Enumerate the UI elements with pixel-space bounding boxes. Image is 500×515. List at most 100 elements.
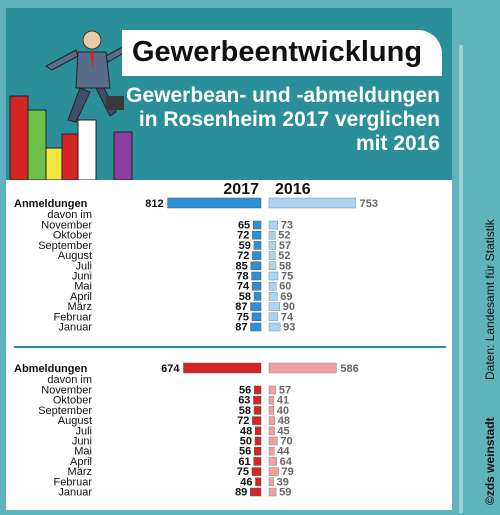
month-label: März bbox=[68, 466, 92, 478]
month-label: Mai bbox=[74, 446, 92, 458]
value-2016: 52 bbox=[278, 250, 290, 262]
value-2017: 87 bbox=[235, 322, 247, 334]
subtitle-line-3: mit 2016 bbox=[355, 132, 440, 155]
value-2016: 41 bbox=[277, 395, 289, 407]
value-2017: 72 bbox=[237, 415, 249, 427]
illustration-bar-5 bbox=[77, 119, 97, 180]
bar-2016 bbox=[268, 385, 277, 395]
bar-2016 bbox=[268, 230, 276, 240]
value-2017: 74 bbox=[237, 281, 250, 293]
bar-2017 bbox=[254, 385, 262, 395]
value-2016: 75 bbox=[281, 271, 293, 283]
bar-2017 bbox=[252, 220, 262, 230]
bar-2017 bbox=[253, 292, 262, 301]
bar-2016 bbox=[268, 312, 279, 322]
source-note: Daten: Landesamt für Statistik bbox=[483, 219, 497, 380]
value-2016: 90 bbox=[283, 301, 295, 313]
value-2017: 87 bbox=[235, 301, 247, 313]
value-2017: 48 bbox=[240, 425, 252, 437]
total-bar-2016-1 bbox=[268, 362, 337, 374]
month-label: November bbox=[41, 385, 92, 397]
total-bar-2017-0 bbox=[167, 197, 262, 209]
bar-2016 bbox=[268, 457, 277, 466]
value-2017: 65 bbox=[238, 220, 250, 232]
value-2016: 44 bbox=[277, 446, 290, 458]
credit-note: ©zds weinstadt bbox=[483, 417, 497, 505]
bar-2016 bbox=[268, 426, 275, 436]
subtitle-line-2: in Rosenheim 2017 verglichen bbox=[138, 108, 440, 131]
value-2016: 57 bbox=[279, 240, 291, 252]
bar-2016 bbox=[268, 477, 274, 487]
value-2016: 45 bbox=[277, 425, 289, 437]
businessman-illustration bbox=[9, 30, 133, 180]
group-label-1: Abmeldungen bbox=[14, 363, 88, 375]
bar-2017 bbox=[254, 436, 262, 446]
month-label: Mai bbox=[74, 281, 92, 293]
value-2017: 46 bbox=[240, 476, 252, 488]
bar-2016 bbox=[268, 302, 281, 311]
bar-2017 bbox=[253, 457, 262, 466]
value-2016: 74 bbox=[281, 311, 294, 323]
value-2017: 59 bbox=[239, 240, 251, 252]
month-label: Juli bbox=[75, 260, 92, 272]
month-label: März bbox=[68, 301, 92, 313]
value-2016: 52 bbox=[278, 230, 290, 242]
chart-subtitle: Gewerbean- und -abmeldungen in Rosenheim… bbox=[110, 84, 440, 156]
bar-2017 bbox=[252, 416, 262, 425]
bar-2017 bbox=[254, 446, 262, 456]
bar-2017 bbox=[250, 322, 262, 332]
illustration-bar-2 bbox=[27, 109, 47, 180]
bar-2017 bbox=[253, 395, 262, 405]
bar-2016 bbox=[268, 220, 279, 230]
month-label: Juli bbox=[75, 425, 92, 437]
month-label: September bbox=[38, 240, 92, 252]
bar-2017 bbox=[251, 312, 262, 322]
total-bar-2016-0 bbox=[268, 197, 356, 209]
total-value-2017-1: 674 bbox=[161, 363, 180, 375]
value-2017: 89 bbox=[235, 487, 247, 499]
value-2017: 58 bbox=[239, 405, 251, 417]
value-2016: 64 bbox=[280, 456, 293, 468]
month-label: April bbox=[70, 291, 92, 303]
bar-2016 bbox=[268, 261, 277, 271]
title-box bbox=[122, 30, 442, 76]
value-2017: 72 bbox=[237, 250, 249, 262]
bar-2016 bbox=[268, 487, 277, 497]
value-2016: 58 bbox=[279, 260, 291, 272]
businessman-figure bbox=[45, 30, 133, 123]
bar-2017 bbox=[255, 477, 262, 487]
value-2016: 73 bbox=[281, 220, 293, 232]
bar-2016 bbox=[268, 292, 278, 301]
bar-2016 bbox=[268, 406, 275, 415]
chart-title: Gewerbeentwicklung bbox=[132, 36, 423, 68]
month-label: April bbox=[70, 456, 92, 468]
bar-2016 bbox=[268, 241, 277, 250]
month-label: Oktober bbox=[53, 395, 92, 407]
value-2016: 93 bbox=[283, 322, 295, 334]
value-2017: 85 bbox=[236, 260, 248, 272]
bar-2017 bbox=[250, 261, 262, 271]
value-2016: 40 bbox=[277, 405, 289, 417]
value-2017: 58 bbox=[239, 291, 251, 303]
total-bar-2017-1 bbox=[183, 362, 262, 374]
month-label: Oktober bbox=[53, 230, 92, 242]
value-2016: 69 bbox=[280, 291, 292, 303]
month-label: Januar bbox=[58, 322, 92, 334]
value-2017: 61 bbox=[238, 456, 250, 468]
bar-2016 bbox=[268, 322, 281, 332]
bar-2016 bbox=[268, 271, 279, 281]
bar-2016 bbox=[268, 436, 278, 446]
value-2016: 79 bbox=[281, 466, 293, 478]
subtitle-line-1: Gewerbean- und -abmeldungen bbox=[126, 84, 440, 107]
bar-2016 bbox=[268, 416, 276, 425]
value-2017: 75 bbox=[237, 466, 249, 478]
value-2016: 39 bbox=[277, 476, 289, 488]
value-2017: 72 bbox=[237, 230, 249, 242]
value-2017: 78 bbox=[236, 271, 248, 283]
value-2016: 59 bbox=[279, 487, 291, 499]
value-2016: 70 bbox=[280, 436, 292, 448]
bar-2017 bbox=[250, 487, 262, 497]
total-value-2016-0: 753 bbox=[360, 198, 378, 210]
value-2016: 57 bbox=[279, 385, 291, 397]
